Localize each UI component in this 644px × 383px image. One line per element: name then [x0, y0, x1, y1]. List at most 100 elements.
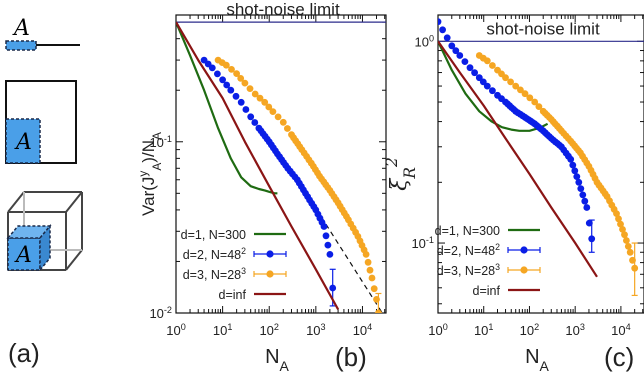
plot-frame: [175, 14, 387, 314]
data-point-d2: [452, 47, 460, 55]
data-point-d2: [471, 69, 478, 77]
y-tick-label: 100: [414, 33, 434, 49]
region-3d-side: [39, 223, 51, 273]
data-point-d3: [241, 79, 249, 87]
data-point-d2: [583, 204, 591, 211]
legend-marker-d3: [520, 266, 528, 274]
data-point-d3: [265, 103, 273, 111]
region-label-2d: A: [14, 130, 32, 155]
region-label-1d: A: [12, 16, 30, 41]
data-point-d3: [526, 94, 534, 102]
panel-label-a: (a): [8, 338, 40, 368]
legend-label-d1: d=1, N=300: [435, 224, 500, 238]
legend-marker-d2: [266, 250, 274, 258]
data-point-d2: [443, 34, 451, 42]
data-point-d2: [448, 42, 456, 50]
data-point-d3: [621, 231, 628, 239]
data-point-d3: [521, 90, 529, 98]
schematic-panel-a: A A A (a): [5, 16, 83, 368]
series-line-dinf: [176, 21, 340, 310]
legend-label-dinf: d=inf: [219, 288, 247, 302]
legend-label-d1: d=1, N=300: [181, 228, 246, 242]
data-point-d3: [362, 251, 370, 258]
data-point-d3: [531, 98, 539, 106]
y-tick-label: 10-1: [411, 235, 434, 251]
x-tick-label: 102: [259, 322, 279, 338]
data-point-d3: [284, 125, 291, 132]
data-point-d2: [569, 161, 577, 169]
data-point-d2: [324, 241, 332, 249]
data-point-d3: [368, 274, 376, 282]
data-point-d2: [208, 64, 216, 72]
data-point-d2: [581, 197, 589, 205]
y-tick-label: 10-2: [149, 305, 172, 321]
series-line-dinf: [438, 40, 598, 278]
panel-label-b: (b): [335, 342, 367, 372]
panel-label-c: (c): [604, 342, 634, 372]
y-axis-label: ξR2: [383, 157, 419, 191]
data-point-d3: [251, 90, 259, 98]
data-point-d3: [237, 75, 245, 82]
data-point-d2: [223, 81, 231, 89]
region-1d: [5, 40, 37, 51]
legend-label-dinf: d=inf: [473, 284, 501, 298]
data-point-d3: [615, 215, 622, 223]
data-point-d2: [489, 87, 496, 95]
region-2d: [5, 118, 41, 164]
x-tick-label: 100: [166, 322, 186, 338]
data-point-d2: [251, 119, 259, 126]
data-point-d3: [366, 266, 374, 274]
data-point-d3: [626, 248, 634, 256]
y-axis-label: Var(JyA)/NA: [136, 132, 164, 216]
legend-marker-d2: [520, 246, 528, 254]
shot-noise-label: shot-noise limit: [226, 0, 340, 19]
data-point-d3: [613, 210, 620, 218]
legend-label-d3: d=3, N=283: [183, 266, 246, 282]
data-point-d3: [364, 258, 372, 266]
data-point-d3: [256, 94, 264, 102]
data-point-d2: [326, 251, 334, 258]
data-point-d3: [222, 61, 230, 69]
plot-area: [438, 18, 644, 297]
data-point-d2: [461, 58, 469, 65]
data-point-d2: [227, 86, 235, 94]
data-point-d3: [261, 98, 269, 106]
data-point-d2: [456, 52, 464, 59]
data-point-d3: [246, 85, 254, 92]
data-point-d2: [439, 26, 446, 34]
x-tick-label: 104: [611, 322, 631, 338]
data-point-d2: [438, 18, 442, 26]
chart-panel-c: 100 101 102 103 104 10-1 100 NA ξR2 shot-noise li…: [383, 14, 644, 374]
x-tick-label: 104: [353, 322, 373, 338]
data-point-d3: [624, 243, 632, 250]
data-point-d3: [233, 70, 241, 77]
data-point-d2: [320, 223, 328, 230]
guide-dashed-line: [301, 185, 383, 313]
legend-label-d3: d=3, N=283: [437, 262, 500, 278]
data-point-d3: [489, 62, 496, 69]
data-point-d2: [579, 191, 587, 199]
data-point-d2: [232, 92, 240, 100]
x-tick-label: 103: [306, 322, 326, 338]
data-point-d3: [274, 113, 282, 121]
data-point-d2: [214, 70, 221, 78]
y-tick-label: 10-1: [149, 134, 172, 150]
data-point-d3: [502, 74, 509, 82]
plot-frame: [437, 14, 644, 314]
data-point-d2: [237, 98, 245, 106]
series-line-d1: [176, 21, 278, 195]
x-tick-label: 101: [213, 322, 233, 338]
x-tick-label: 103: [565, 322, 585, 338]
legend-label-d2: d=2, N=482: [437, 242, 500, 258]
data-point-d2: [247, 113, 255, 121]
data-point-d2: [575, 178, 583, 186]
legend-label-d2: d=2, N=482: [183, 246, 246, 262]
x-axis-label: NA: [525, 346, 549, 374]
data-point-d3: [507, 78, 514, 86]
region-label-3d: A: [14, 243, 32, 268]
data-point-d2: [567, 155, 575, 163]
data-point-d3: [535, 103, 543, 110]
data-point-d2: [219, 76, 227, 84]
chart-panel-b: 100 101 102 103 104 10-2 10-1 NA Var(JyA)/NA shot…: [136, 0, 387, 374]
